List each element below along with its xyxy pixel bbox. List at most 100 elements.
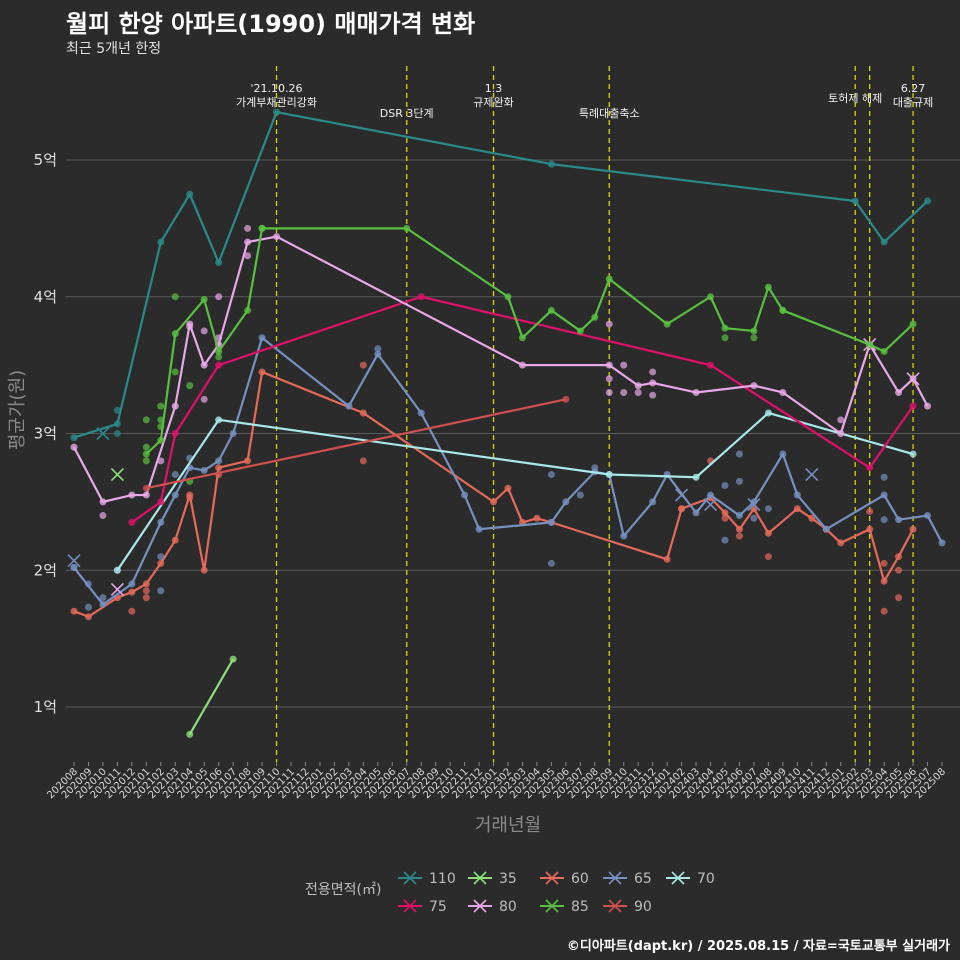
data-point — [70, 434, 78, 442]
data-point — [157, 238, 165, 246]
data-point — [186, 320, 194, 328]
data-point — [750, 382, 758, 390]
data-point — [837, 430, 845, 437]
data-point — [374, 350, 382, 358]
y-tick-label: 5억 — [34, 151, 57, 169]
data-point — [721, 509, 729, 517]
legend-item-110: 110 — [398, 871, 456, 887]
data-dot — [750, 334, 758, 342]
data-point — [562, 395, 570, 403]
data-dot — [620, 361, 628, 369]
event-label: 규제완화 — [473, 96, 513, 109]
data-dot — [721, 514, 729, 522]
data-point — [142, 580, 150, 588]
data-point — [779, 306, 787, 314]
x-marker — [703, 498, 718, 512]
data-dot — [576, 491, 584, 499]
event-label: 대출규제 — [893, 96, 933, 109]
data-point — [880, 347, 888, 355]
series-line — [73, 235, 929, 503]
data-point — [70, 607, 78, 615]
data-dot — [547, 471, 555, 479]
event-label: 6.27 — [901, 82, 926, 95]
data-point — [490, 498, 498, 506]
data-point — [359, 409, 367, 417]
legend-key-x — [671, 871, 685, 885]
legend-label: 65 — [634, 871, 652, 887]
data-point — [518, 361, 526, 369]
data-dot — [200, 327, 208, 335]
data-point — [663, 555, 671, 563]
data-dot — [735, 450, 743, 458]
data-point — [547, 306, 555, 314]
event-label: DSR 3단계 — [380, 107, 434, 120]
data-point — [866, 341, 874, 349]
event-label: 특례대출축소 — [579, 107, 640, 120]
data-point — [533, 514, 541, 522]
legend-key-x — [403, 871, 417, 885]
series-70 — [113, 409, 917, 574]
series-80 — [70, 224, 932, 596]
data-dot — [620, 388, 628, 396]
data-point — [692, 388, 700, 396]
data-point — [924, 197, 932, 205]
data-point — [99, 600, 107, 608]
legend-key-x — [608, 899, 622, 913]
data-dot — [359, 361, 367, 369]
legend-label: 75 — [429, 899, 447, 915]
data-point — [142, 484, 150, 492]
data-point — [171, 430, 179, 437]
legend-label: 85 — [571, 899, 589, 915]
series-85 — [142, 224, 917, 485]
series-line — [73, 111, 929, 439]
data-dot — [895, 566, 903, 574]
data-point — [128, 580, 136, 588]
legend-label: 110 — [429, 871, 456, 887]
data-dot — [605, 388, 613, 396]
legend-title: 전용면적(㎡) — [305, 882, 381, 898]
data-point — [576, 327, 584, 335]
data-point — [200, 566, 208, 574]
x-marker — [747, 498, 761, 512]
data-dot — [128, 607, 136, 615]
data-point — [707, 361, 715, 369]
data-point — [634, 382, 642, 390]
data-point — [663, 320, 671, 328]
legend-key-x — [545, 899, 559, 913]
data-dot — [171, 368, 179, 376]
legend-label: 35 — [499, 871, 517, 887]
data-point — [837, 539, 845, 547]
data-dot — [157, 553, 165, 561]
data-dot — [721, 536, 729, 544]
data-point — [403, 224, 411, 232]
series-line — [146, 398, 567, 490]
data-dot — [200, 395, 208, 403]
data-point — [895, 516, 903, 524]
data-dot — [634, 388, 642, 396]
data-point — [909, 402, 917, 410]
data-dot — [750, 514, 758, 522]
data-dot — [142, 443, 150, 451]
series-line — [188, 658, 235, 735]
data-point — [70, 564, 78, 572]
data-point — [142, 491, 150, 499]
legend-item-75: 75 — [398, 899, 447, 915]
x-marker — [110, 582, 124, 596]
data-point — [475, 525, 483, 533]
data-point — [764, 283, 772, 291]
y-tick-label: 4억 — [34, 288, 57, 306]
data-point — [735, 512, 743, 520]
data-point — [649, 379, 657, 387]
data-point — [779, 388, 787, 396]
data-point — [504, 484, 512, 492]
y-axis-ticks: 1억 2억 3억 4억 5억 — [34, 151, 57, 716]
data-dot — [215, 293, 223, 301]
data-point — [417, 409, 425, 417]
data-point — [793, 505, 801, 513]
data-point — [70, 443, 78, 451]
data-point — [547, 160, 555, 168]
data-point — [605, 361, 613, 369]
data-dot — [764, 553, 772, 561]
data-point — [591, 313, 599, 321]
